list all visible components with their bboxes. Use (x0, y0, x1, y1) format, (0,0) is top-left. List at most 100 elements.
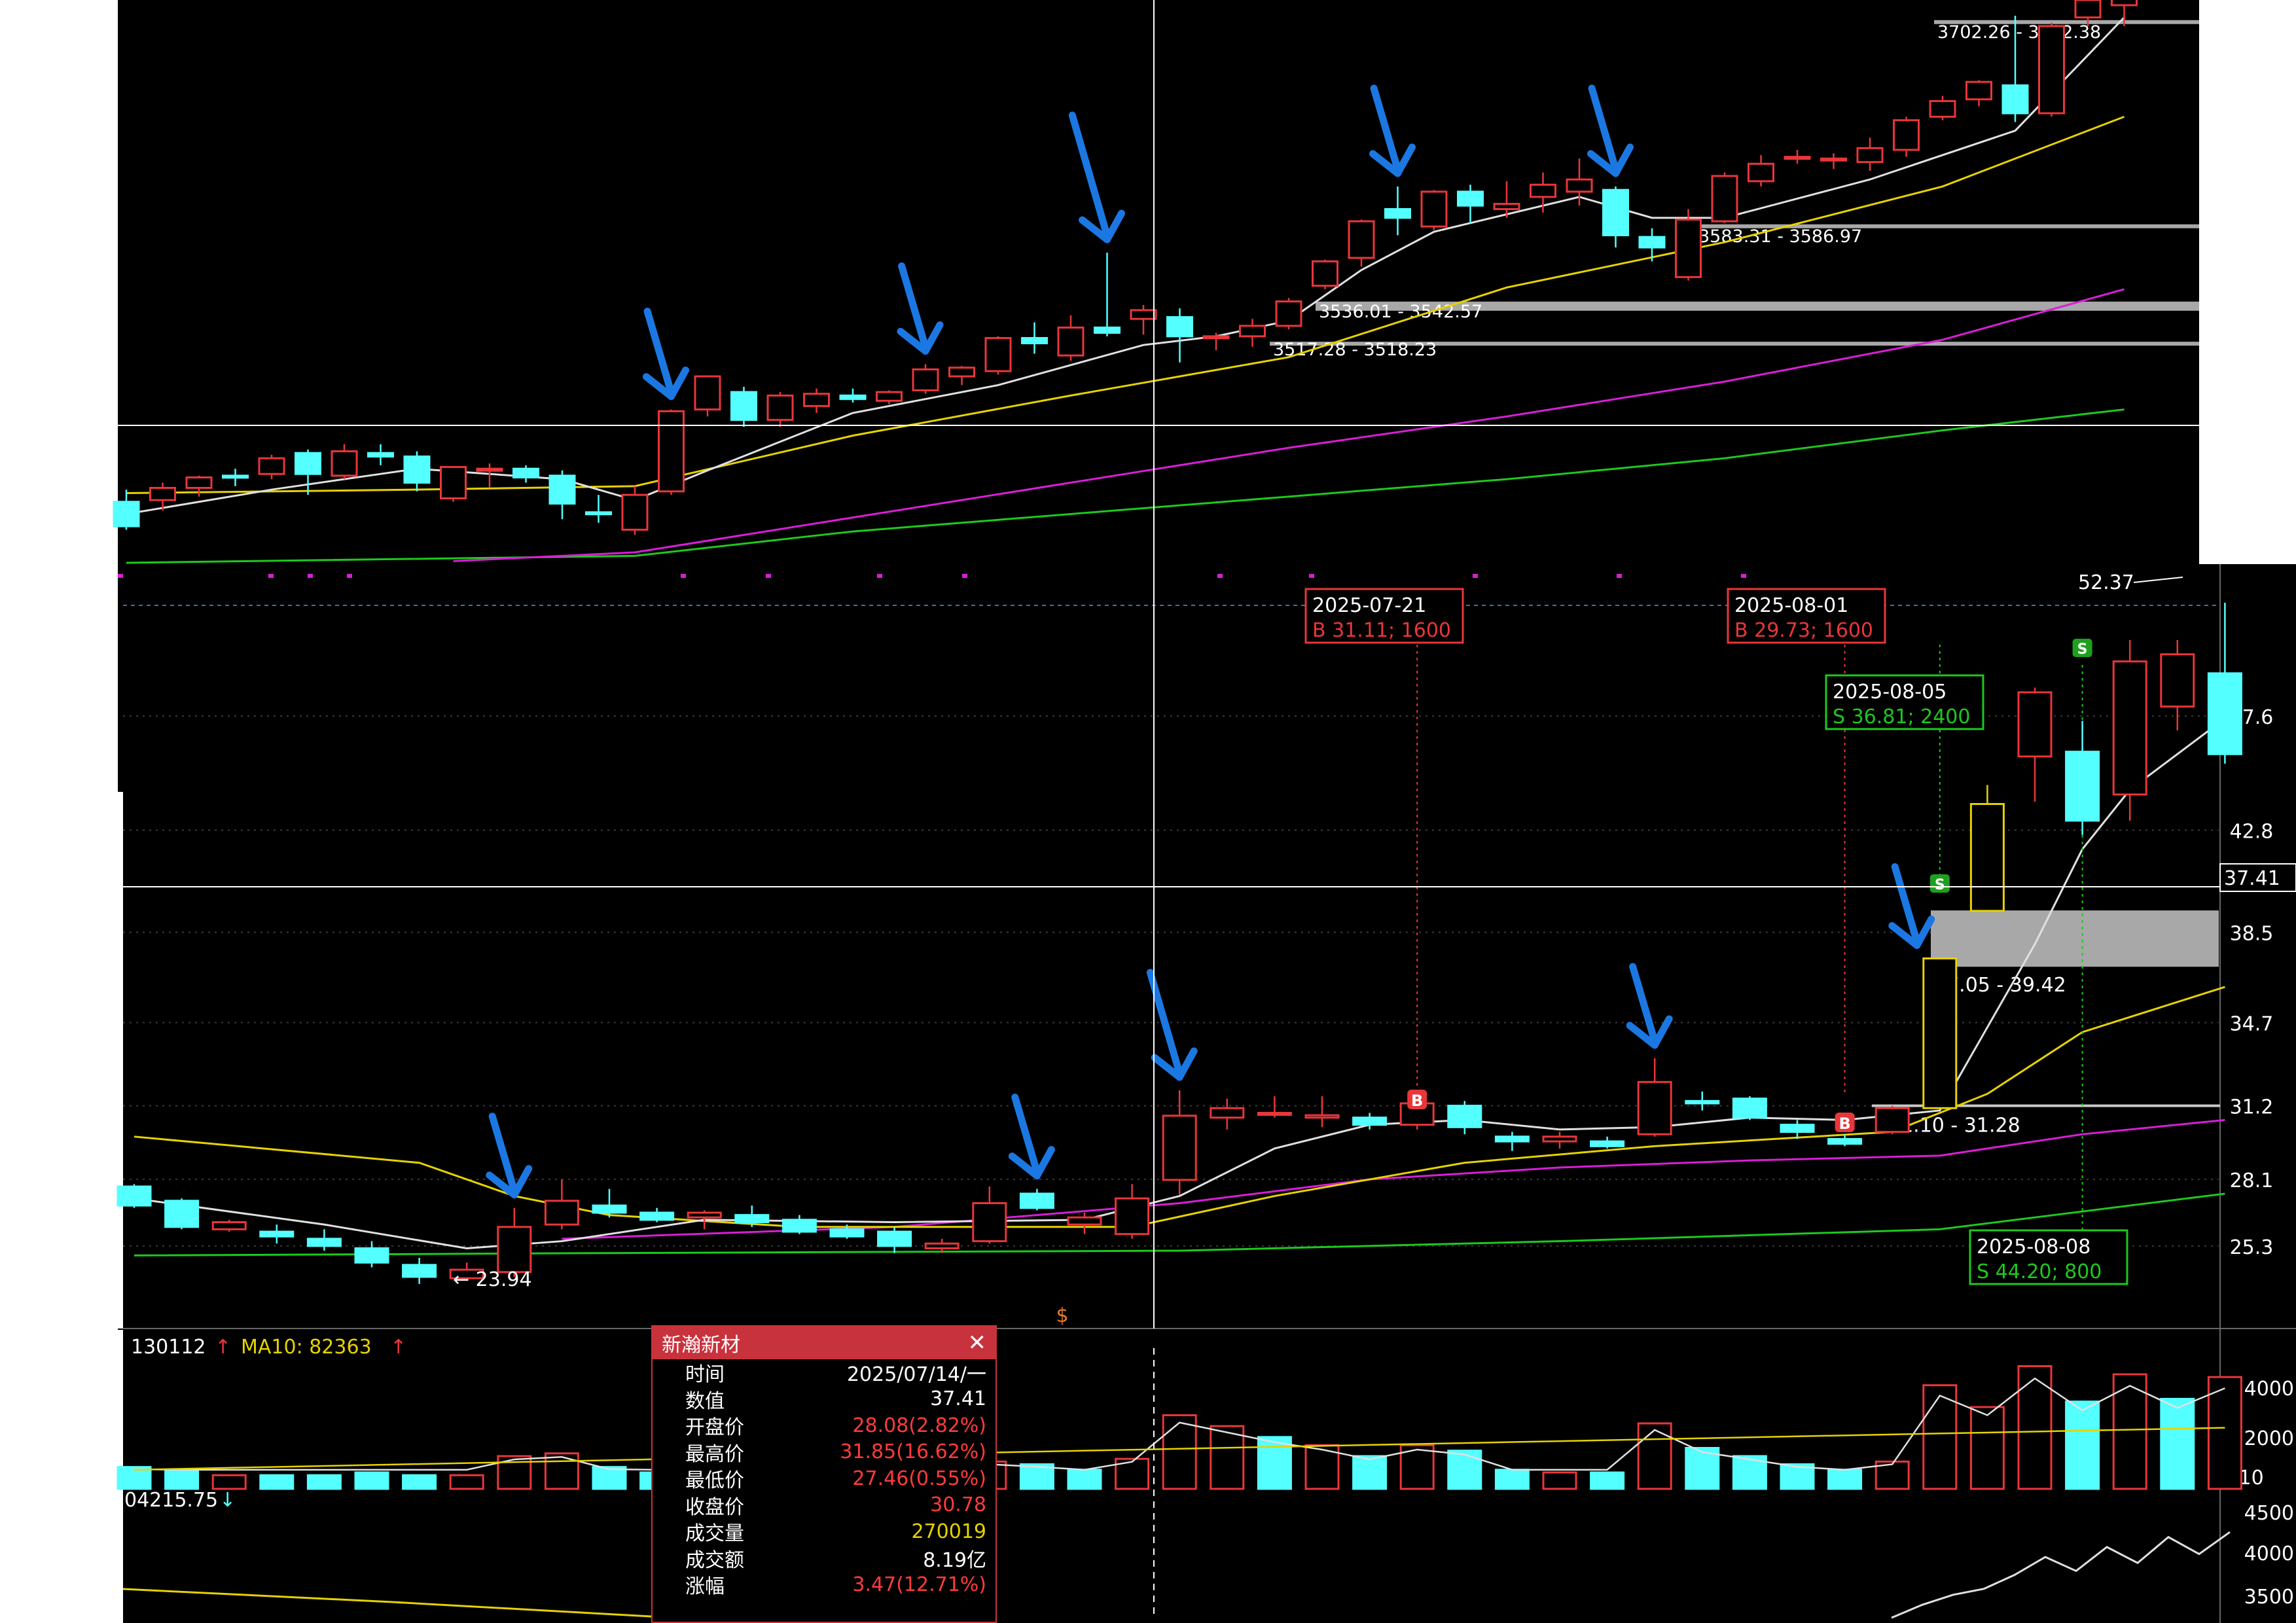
candle-body (1115, 1197, 1150, 1236)
arrow-shaft (643, 308, 675, 397)
close-icon[interactable]: ✕ (967, 1330, 987, 1356)
trade-box (1825, 674, 1984, 730)
candle-body (367, 452, 394, 458)
index-candle (331, 444, 358, 480)
tooltip-row-label: 时间 (685, 1363, 725, 1387)
candle-body (1257, 1112, 1292, 1116)
index-candle (1711, 172, 1738, 223)
index-dot-12 (1741, 574, 1746, 578)
index-candle (585, 495, 612, 523)
data-tooltip: 新瀚新材 ✕ 时间 2025/07/14/一 数值 37.41 开盘价 28.08(2.8… (651, 1325, 997, 1623)
candle-body (1965, 80, 1992, 101)
candle-body (1094, 327, 1121, 334)
candle-body (877, 1230, 912, 1247)
arrow-shaft (1011, 1094, 1041, 1176)
stock-candle (1067, 1212, 1102, 1234)
candle-body (354, 1247, 389, 1264)
index-candle (512, 465, 539, 483)
price-zone-2 (1695, 224, 2199, 228)
arrow-head-left (1008, 1152, 1041, 1180)
index-candle (367, 444, 394, 465)
volume-bar (354, 1471, 389, 1490)
price-axis-tick: 31.2 (2230, 1096, 2274, 1119)
volume-bar (1115, 1457, 1150, 1490)
index-candle (1348, 219, 1375, 267)
candle-body (972, 1202, 1007, 1243)
candle-body (2074, 0, 2102, 19)
trade-detail: B 29.73; 1600 (1734, 619, 1873, 642)
price-axis-tick: 38.5 (2230, 923, 2274, 946)
tooltip-row: 数值 37.41 (653, 1386, 996, 1413)
candle-body (912, 368, 939, 391)
candle-body (1856, 147, 1884, 164)
stock-candle (1542, 1132, 1577, 1149)
volume-bar (1969, 1406, 2005, 1490)
index-candle (1530, 172, 1556, 213)
volume-ma5-line (134, 1377, 2225, 1471)
candle-body (585, 511, 612, 516)
arrow-head-left (486, 1171, 518, 1199)
trade-date: 2025-07-21 (1312, 594, 1426, 617)
volume-bar (117, 1466, 152, 1490)
volume-bar (259, 1474, 295, 1490)
volume-bar (1019, 1463, 1054, 1490)
index-dot-2 (308, 574, 313, 578)
candle-body (948, 366, 975, 378)
volume-bar (544, 1452, 579, 1490)
stock-candle (2207, 603, 2242, 764)
candle-body (687, 1211, 722, 1219)
stock-candle (1447, 1101, 1482, 1135)
trade-label-3: 2025-08-08S 44.20; 800 S (1969, 639, 2128, 1285)
stock-candle (734, 1205, 770, 1227)
arrow-shaft (1370, 84, 1401, 173)
index-candle (1965, 80, 1992, 107)
tooltip-header: 新瀚新材 ✕ (653, 1327, 996, 1359)
volume-bar (592, 1466, 627, 1490)
tooltip-row-label: 开盘价 (685, 1416, 744, 1440)
candle-body (548, 474, 576, 505)
down-arrow-icon (1008, 1094, 1055, 1180)
index-candle (2111, 0, 2138, 26)
tooltip-row-value: 27.46(0.55%) (852, 1467, 986, 1490)
tooltip-row: 成交额 8.19亿 (653, 1545, 996, 1572)
arrow-head-left (1626, 1022, 1659, 1049)
tooltip-row-value: 270019 (911, 1520, 986, 1543)
sell-marker-icon (1929, 874, 1950, 893)
volume-bar (1685, 1447, 1720, 1490)
tooltip-row-label: 最高价 (685, 1442, 744, 1466)
candle-body (1130, 309, 1157, 320)
stock-candle (306, 1229, 342, 1251)
candle-body (694, 375, 721, 411)
index-candle (1893, 116, 1920, 157)
index-candle (222, 469, 249, 486)
candle-body (1637, 1080, 1672, 1135)
price-zone-0 (1316, 301, 2199, 311)
buy-marker-icon (1835, 1113, 1855, 1132)
candle-body (2017, 691, 2053, 758)
trade-detail: B 31.11; 1600 (1312, 619, 1451, 642)
stock-candle (1304, 1096, 1340, 1128)
tooltip-row: 成交量 270019 (653, 1518, 996, 1546)
tooltip-row-value: 37.41 (930, 1387, 986, 1411)
index-candle (1602, 186, 1629, 248)
tooltip-row-value: 30.78 (930, 1493, 986, 1517)
stock-candle (1685, 1091, 1720, 1111)
stock-candle (1257, 1096, 1292, 1118)
candle-body (1602, 188, 1629, 236)
tooltip-row-label: 涨幅 (685, 1575, 725, 1599)
stock-candle (1780, 1120, 1815, 1139)
volume-bar (449, 1474, 484, 1490)
arrow-head-right (1651, 1015, 1673, 1049)
index-candle (295, 449, 321, 495)
tooltip-row: 最高价 31.85(16.62%) (653, 1439, 996, 1466)
candle-body (1352, 1116, 1388, 1126)
tooltip-row-value: 8.19亿 (923, 1548, 986, 1572)
stock-candle (1827, 1134, 1863, 1147)
tooltip-row: 开盘价 28.08(2.82%) (653, 1412, 996, 1440)
stock-candles: 47.642.838.534.731.228.125.337.05 - 39.4… (117, 564, 2296, 1329)
index-candle (948, 366, 975, 385)
volume-bar (1162, 1414, 1197, 1490)
index-candle (1312, 259, 1338, 289)
index-dot-7 (962, 574, 967, 578)
candle-body (1827, 1137, 1863, 1145)
